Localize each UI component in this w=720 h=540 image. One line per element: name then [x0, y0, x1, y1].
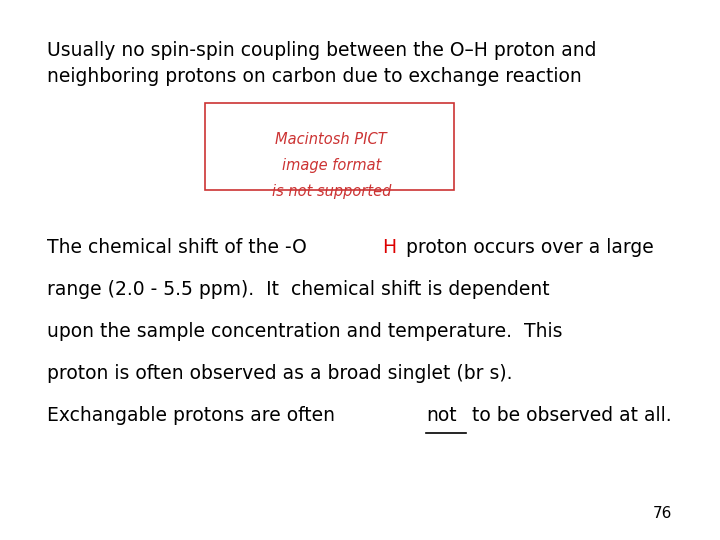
Text: Usually no spin-spin coupling between the O–H proton and: Usually no spin-spin coupling between th…: [47, 40, 596, 59]
Text: neighboring protons on carbon due to exchange reaction: neighboring protons on carbon due to exc…: [47, 68, 582, 86]
Text: The chemical shift of the -O: The chemical shift of the -O: [47, 238, 307, 256]
Text: 76: 76: [653, 506, 672, 521]
Text: is not supported: is not supported: [271, 184, 391, 199]
Text: Macintosh PICT: Macintosh PICT: [275, 132, 387, 147]
Text: to be observed at all.: to be observed at all.: [466, 406, 671, 425]
Text: image format: image format: [282, 158, 381, 173]
Text: H: H: [382, 238, 396, 256]
Text: range (2.0 - 5.5 ppm).  It  chemical shift is dependent: range (2.0 - 5.5 ppm). It chemical shift…: [47, 280, 549, 299]
Text: Exchangable protons are often: Exchangable protons are often: [47, 406, 341, 425]
Text: not: not: [426, 406, 456, 425]
Text: proton occurs over a large: proton occurs over a large: [400, 238, 654, 256]
Text: proton is often observed as a broad singlet (br s).: proton is often observed as a broad sing…: [47, 364, 513, 383]
Text: upon the sample concentration and temperature.  This: upon the sample concentration and temper…: [47, 322, 562, 341]
